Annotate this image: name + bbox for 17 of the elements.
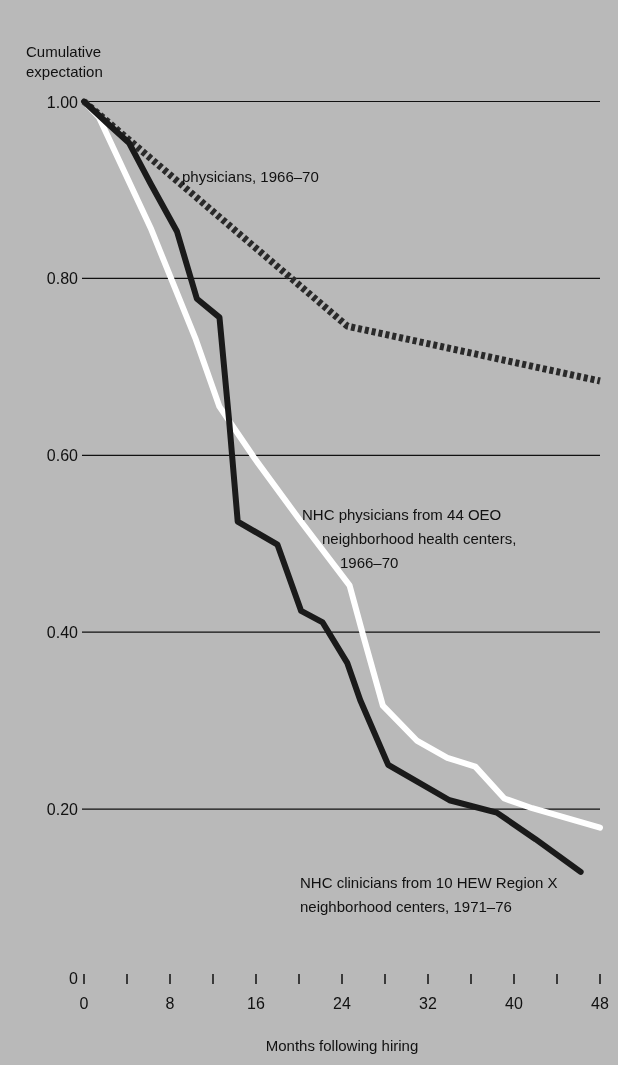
y-tick-label: 0.60 bbox=[46, 447, 79, 465]
x-tick-label: 16 bbox=[247, 995, 265, 1012]
series-label: NHC physicians from 44 OEO neighborhood health centers, 1966–70 bbox=[302, 506, 517, 571]
x-axis-title: Months following hiring bbox=[265, 1037, 419, 1054]
y-tick-label: 0.40 bbox=[46, 624, 79, 642]
series-label: NHC clinicians from 10 HEW Region X neighborhood centers, 1971–76 bbox=[300, 874, 558, 915]
x-tick-label: 8 bbox=[165, 995, 175, 1012]
x-tick-label: 32 bbox=[419, 995, 437, 1012]
y-tick-label: 0.20 bbox=[46, 801, 79, 819]
y-tick-label: 0.80 bbox=[46, 270, 79, 288]
y-tick-label: 0 bbox=[69, 970, 79, 987]
y-axis-title: Cumulative expectation bbox=[26, 43, 103, 80]
x-tick-label: 40 bbox=[505, 995, 523, 1012]
x-tick-label: 48 bbox=[591, 995, 609, 1012]
x-tick-label: 24 bbox=[333, 995, 351, 1012]
y-tick-label: 1.00 bbox=[46, 93, 79, 111]
series-label: physicians, 1966–70 bbox=[182, 168, 319, 185]
